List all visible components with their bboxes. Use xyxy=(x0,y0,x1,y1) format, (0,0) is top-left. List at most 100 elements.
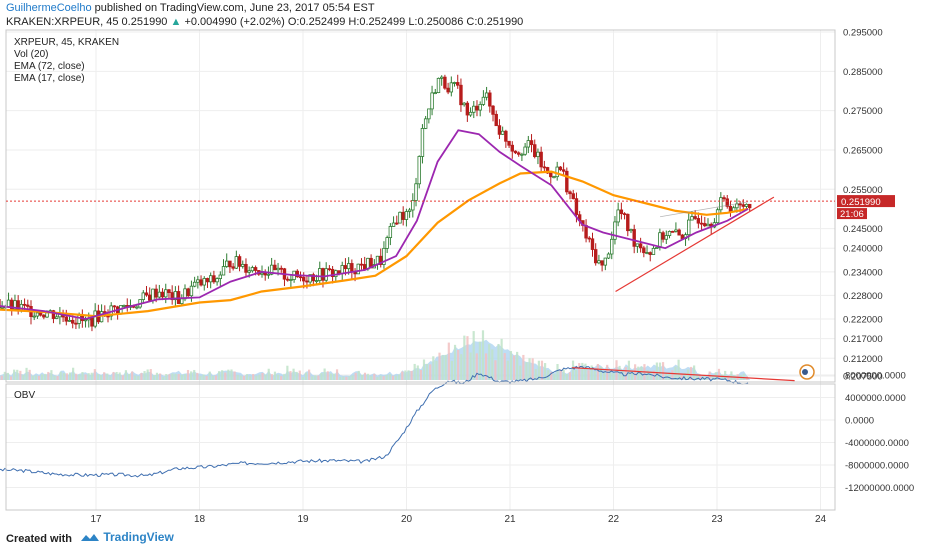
volume-bar xyxy=(379,375,382,380)
candle-body xyxy=(0,306,4,309)
volume-bar xyxy=(171,373,174,380)
candle-body xyxy=(382,247,386,265)
volume-bar xyxy=(388,374,391,380)
candle-body xyxy=(555,166,559,178)
candle-body xyxy=(295,270,300,278)
ema-lines xyxy=(0,129,749,320)
candle-body xyxy=(83,319,88,322)
ascending-trendline xyxy=(615,196,775,292)
candle-body xyxy=(513,150,518,154)
volume-bar xyxy=(276,374,280,380)
candle-body xyxy=(154,288,158,298)
volume-bar xyxy=(519,365,522,380)
volume-bar xyxy=(550,371,553,380)
author-link[interactable]: GuilhermeCoelho xyxy=(6,2,92,14)
volume-bar xyxy=(525,362,528,380)
candle-body xyxy=(526,140,531,148)
candle-body xyxy=(677,229,681,236)
candle-body xyxy=(112,305,117,308)
price-tick-label: 0.245000 xyxy=(843,224,883,235)
volume-bar xyxy=(705,377,708,380)
obv-pane-frame xyxy=(5,383,836,511)
volume-bar xyxy=(242,375,246,380)
volume-bar xyxy=(680,373,683,380)
candle-body xyxy=(196,279,200,283)
volume-bar xyxy=(193,369,196,380)
volume-bar xyxy=(22,374,25,380)
price-tick-label: 0.285000 xyxy=(843,67,883,78)
candle-body xyxy=(626,213,630,232)
ema72-line xyxy=(0,170,749,318)
legend-symbol[interactable]: XRPEUR, 45, KRAKEN xyxy=(14,37,120,48)
volume-bar xyxy=(34,375,37,380)
candle-body xyxy=(491,105,495,115)
volume-bar xyxy=(602,372,606,380)
volume-bar xyxy=(317,375,320,380)
candle-body xyxy=(302,276,306,282)
candle-body xyxy=(654,247,659,249)
candle-body xyxy=(475,105,479,111)
candle-body xyxy=(35,312,40,317)
candle-body xyxy=(667,230,672,236)
volume-bar xyxy=(693,365,696,380)
legend-volume[interactable]: Vol (20) xyxy=(14,49,49,60)
volume-bar xyxy=(121,375,124,380)
volume-bar xyxy=(540,360,544,380)
legend-ema72[interactable]: EMA (72, close) xyxy=(14,61,85,72)
candle-body xyxy=(221,266,226,276)
candle-body xyxy=(38,312,43,316)
volume-bar xyxy=(463,335,466,380)
price-tick-label: 0.295000 xyxy=(843,28,883,39)
candle-body xyxy=(728,205,733,212)
volume-bar xyxy=(292,368,295,380)
candle-body xyxy=(93,310,97,327)
volume-bar xyxy=(264,374,267,380)
candle-body xyxy=(385,237,389,249)
tradingview-brand[interactable]: TradingView xyxy=(80,530,174,544)
volume-bar xyxy=(441,355,444,380)
legend-ema17[interactable]: EMA (17, close) xyxy=(14,73,85,84)
candle-body xyxy=(600,260,604,266)
candle-body xyxy=(516,152,521,155)
obv-legend[interactable]: OBV xyxy=(14,390,36,401)
candle-body xyxy=(276,267,280,271)
volume-bar xyxy=(506,360,509,380)
volume-bar xyxy=(665,373,668,380)
volume-bar xyxy=(37,375,41,380)
volume-bar xyxy=(522,354,525,380)
candle-body xyxy=(417,156,421,185)
volume-bar xyxy=(118,372,121,380)
candle-body xyxy=(359,263,364,266)
up-arrow-icon: ▲ xyxy=(170,16,182,28)
volume-bar xyxy=(466,336,469,380)
volume-bar xyxy=(9,376,13,380)
candle-body xyxy=(510,144,514,152)
candle-body xyxy=(90,317,94,327)
obv-tick-label: 8000000.0000 xyxy=(845,371,906,382)
volume-bar xyxy=(208,371,211,380)
volume-bar xyxy=(230,369,233,380)
candle-body xyxy=(122,305,126,307)
volume-bar xyxy=(19,370,22,380)
candle-body xyxy=(443,76,447,89)
volume-bar xyxy=(475,353,478,380)
volume-bar xyxy=(190,371,193,380)
candle-body xyxy=(67,319,72,322)
candle-body xyxy=(26,304,30,307)
volume-bar xyxy=(47,371,50,380)
candle-body xyxy=(693,216,697,219)
volume-bar xyxy=(516,351,519,380)
volume-bar xyxy=(137,376,140,380)
volume-bar xyxy=(25,367,28,380)
volume-bar xyxy=(332,373,336,380)
candle-body xyxy=(610,238,614,255)
volume-bar xyxy=(599,366,603,380)
volume-bar xyxy=(255,375,258,380)
volume-bar xyxy=(609,370,612,380)
candle-body xyxy=(151,288,155,301)
volume-bar xyxy=(224,372,227,380)
candle-body xyxy=(472,105,476,113)
candle-body xyxy=(167,289,171,293)
candle-body xyxy=(225,260,229,267)
